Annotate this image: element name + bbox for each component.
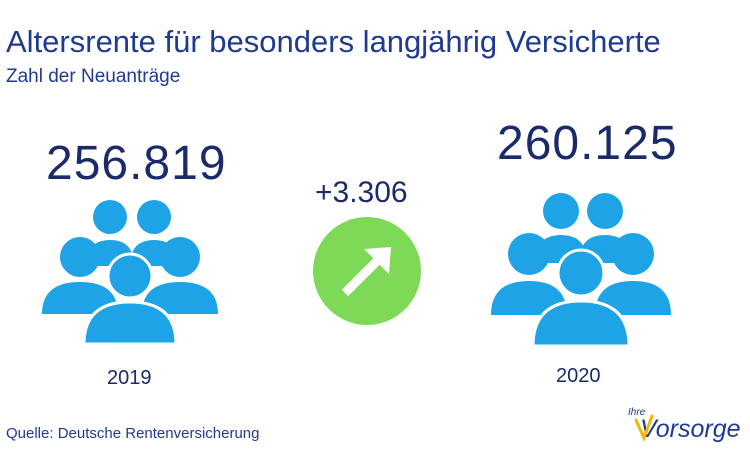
year-2019: 2019	[107, 367, 152, 389]
logo-check-mark	[634, 414, 654, 443]
people-group-icon	[42, 200, 218, 346]
value-2020: 260.125	[497, 117, 678, 170]
chart-title: Altersrente für besonders langjährig Ver…	[6, 24, 661, 59]
source-note: Quelle: Deutsche Rentenversicherung	[6, 425, 260, 442]
people-group-icon	[491, 193, 671, 347]
year-2020: 2020	[556, 365, 601, 387]
chart-subtitle: Zahl der Neuanträge	[6, 66, 181, 87]
people-group-shapes	[42, 200, 218, 346]
value-2019: 256.819	[46, 137, 227, 190]
logo-small-text: Ihre	[628, 407, 646, 418]
change-label: +3.306	[315, 176, 408, 209]
arrow-up-right-icon	[313, 217, 421, 325]
brand-logo: Ihre Vorsorge	[628, 407, 741, 443]
people-group-shapes	[491, 193, 671, 347]
logo-main-text: Vorsorge	[640, 415, 741, 443]
